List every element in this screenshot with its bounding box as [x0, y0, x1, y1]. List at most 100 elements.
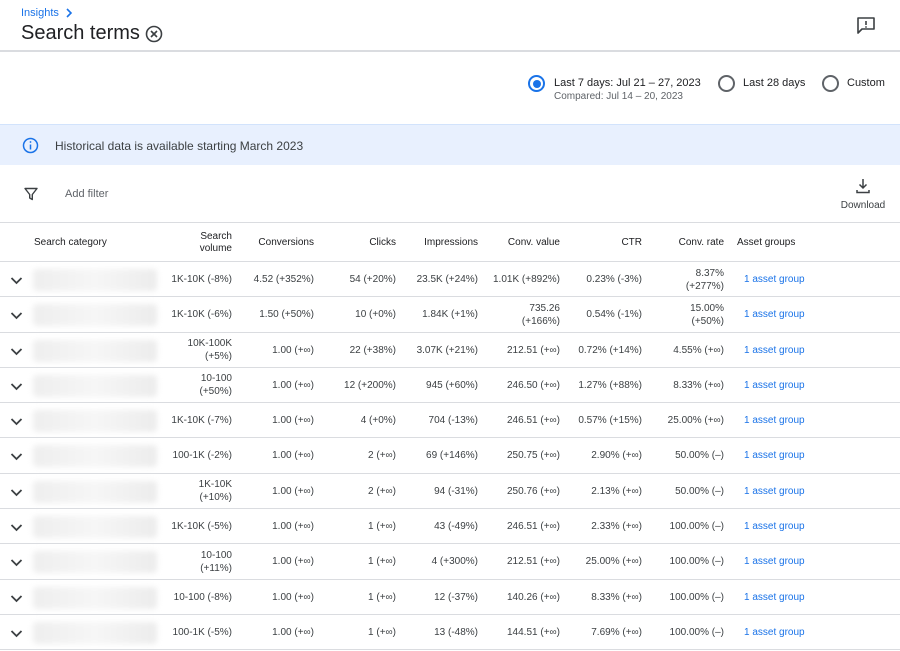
cell-conv-value: 140.26 (+∞): [484, 580, 560, 615]
chevron-down-icon[interactable]: [9, 626, 24, 641]
cell-impressions-text: 23.5K (+24%): [416, 274, 478, 285]
cell-conv-rate: 50.00% (–): [648, 438, 724, 473]
cell-impressions: 3.07K (+21%): [400, 333, 478, 368]
radio-last-7-days[interactable]: [528, 75, 545, 92]
asset-group-link[interactable]: 1 asset group: [744, 450, 805, 462]
asset-group-link[interactable]: 1 asset group: [744, 274, 805, 285]
asset-group-link[interactable]: 1 asset group: [744, 309, 805, 321]
search-category-redacted: [33, 551, 157, 574]
table-row[interactable]: 10-100 (+11%) 1.00 (+∞) 1 (+∞) 4 (+300%) 212.…: [0, 544, 900, 580]
close-circle-icon[interactable]: [145, 25, 163, 43]
download-label: Download: [840, 200, 886, 211]
cell-search-volume-text: (+10%): [199, 492, 232, 504]
download-button[interactable]: Download: [836, 178, 890, 218]
radio-last-28-days-label[interactable]: Last 28 days: [743, 77, 806, 89]
chevron-down-icon[interactable]: [9, 520, 24, 535]
col-clicks[interactable]: Clicks: [369, 237, 396, 248]
cell-impressions-text: 43 (-49%): [434, 521, 478, 533]
radio-custom[interactable]: [822, 75, 839, 92]
cell-ctr: 25.00% (+∞): [566, 544, 642, 579]
cell-clicks: 1 (+∞): [320, 509, 396, 544]
col-impressions[interactable]: Impressions: [424, 237, 478, 248]
cell-conv-value-text: 735.26: [529, 302, 560, 314]
cell-conv-rate-text: 100.00% (–): [669, 591, 724, 603]
chevron-down-icon[interactable]: [9, 449, 24, 464]
info-banner: Historical data is available starting Ma…: [0, 124, 900, 165]
cell-clicks-text: 10 (+0%): [355, 309, 396, 321]
add-filter-input[interactable]: Add filter: [65, 188, 109, 200]
cell-conversions-text: 1.00 (+∞): [272, 344, 314, 356]
cell-impressions: 94 (-31%): [400, 474, 478, 509]
asset-group-link[interactable]: 1 asset group: [744, 626, 805, 638]
col-asset-groups[interactable]: Asset groups: [737, 237, 796, 248]
chevron-down-icon[interactable]: [9, 308, 24, 323]
cell-conversions-text: 1.00 (+∞): [272, 415, 314, 427]
cell-clicks-text: 2 (+∞): [368, 450, 396, 462]
cell-impressions: 43 (-49%): [400, 509, 478, 544]
radio-last-28-days[interactable]: [718, 75, 735, 92]
radio-last-7-days-label[interactable]: Last 7 days: Jul 21 – 27, 2023: [554, 77, 701, 89]
comparison-range-text: Compared: Jul 14 – 20, 2023: [554, 91, 683, 102]
chevron-down-icon[interactable]: [9, 591, 24, 606]
table-row[interactable]: 1K-10K (-5%) 1.00 (+∞) 1 (+∞) 43 (-49%) 246.…: [0, 509, 900, 545]
cell-search-volume: 1K-10K (-7%): [160, 403, 232, 438]
table-row[interactable]: 1K-10K (-7%) 1.00 (+∞) 4 (+0%) 704 (-13%) 24…: [0, 403, 900, 439]
cell-clicks: 2 (+∞): [320, 474, 396, 509]
asset-group-link[interactable]: 1 asset group: [744, 379, 805, 391]
asset-group-link[interactable]: 1 asset group: [744, 521, 805, 533]
col-search-category[interactable]: Search category: [34, 237, 107, 248]
col-conv-value[interactable]: Conv. value: [507, 237, 560, 248]
cell-impressions-text: 704 (-13%): [428, 415, 478, 427]
breadcrumb-insights[interactable]: Insights: [21, 7, 59, 19]
table-row[interactable]: 1K-10K (-8%) 4.52 (+352%) 54 (+20%) 23.5K (…: [0, 262, 900, 298]
chevron-down-icon[interactable]: [9, 485, 24, 500]
asset-group-link[interactable]: 1 asset group: [744, 591, 805, 603]
cell-ctr-text: 2.33% (+∞): [591, 521, 642, 533]
asset-group-link[interactable]: 1 asset group: [744, 556, 805, 568]
cell-conv-rate: 8.37% (+277%): [648, 262, 724, 297]
cell-search-volume: 100-1K (-5%): [160, 615, 232, 650]
cell-search-volume-text: 1K-10K: [198, 479, 232, 491]
chevron-down-icon[interactable]: [9, 555, 24, 570]
cell-conv-value-text: 1.01K (+892%): [493, 274, 560, 285]
filter-icon[interactable]: [24, 187, 38, 201]
cell-impressions: 23.5K (+24%): [400, 262, 478, 297]
asset-group-link[interactable]: 1 asset group: [744, 415, 805, 427]
cell-conv-rate-text: 50.00% (–): [675, 450, 724, 462]
breadcrumb[interactable]: Insights: [21, 7, 75, 19]
chevron-down-icon[interactable]: [9, 344, 24, 359]
cell-conversions: 1.00 (+∞): [240, 438, 314, 473]
cell-conv-rate-text: 8.33% (+∞): [673, 379, 724, 391]
cell-conv-rate: 100.00% (–): [648, 615, 724, 650]
table-row[interactable]: 100-1K (-5%) 1.00 (+∞) 1 (+∞) 13 (-48%) 144.…: [0, 615, 900, 651]
cell-conv-value-text: 250.75 (+∞): [507, 450, 560, 462]
table-row[interactable]: 10-100 (+50%) 1.00 (+∞) 12 (+200%) 945 (+60%…: [0, 368, 900, 404]
cell-impressions: 1.84K (+1%): [400, 297, 478, 332]
banner-text: Historical data is available starting Ma…: [55, 139, 304, 153]
radio-custom-label[interactable]: Custom: [847, 77, 885, 89]
table-row[interactable]: 1K-10K (+10%) 1.00 (+∞) 2 (+∞) 94 (-31%) 250.…: [0, 474, 900, 510]
cell-ctr-text: 0.72% (+14%): [578, 344, 642, 356]
cell-search-volume-text: (+5%): [205, 351, 232, 363]
feedback-icon[interactable]: [856, 16, 876, 34]
table-row[interactable]: 10K-100K (+5%) 1.00 (+∞) 22 (+38%) 3.07K (+2…: [0, 333, 900, 368]
table-row[interactable]: 100-1K (-2%) 1.00 (+∞) 2 (+∞) 69 (+146%) 250…: [0, 438, 900, 474]
col-conv-rate[interactable]: Conv. rate: [678, 237, 724, 248]
table-row[interactable]: 10-100 (-8%) 1.00 (+∞) 1 (+∞) 12 (-37%) 140.…: [0, 580, 900, 615]
asset-group-link[interactable]: 1 asset group: [744, 344, 805, 356]
cell-conv-rate: 25.00% (+∞): [648, 403, 724, 438]
asset-group-link[interactable]: 1 asset group: [744, 485, 805, 497]
col-search-volume[interactable]: Search volume: [172, 231, 232, 255]
search-category-redacted: [33, 586, 157, 609]
cell-conversions: 4.52 (+352%): [240, 262, 314, 297]
chevron-down-icon[interactable]: [9, 273, 24, 288]
cell-conv-value-text: 212.51 (+∞): [507, 344, 560, 356]
cell-search-volume: 100-1K (-2%): [160, 438, 232, 473]
col-conversions[interactable]: Conversions: [258, 237, 314, 248]
cell-conv-value-text: 140.26 (+∞): [507, 591, 560, 603]
col-ctr[interactable]: CTR: [621, 237, 642, 248]
chevron-down-icon[interactable]: [9, 414, 24, 429]
chevron-down-icon[interactable]: [9, 379, 24, 394]
cell-search-volume: 10-100 (-8%): [160, 580, 232, 615]
table-row[interactable]: 1K-10K (-6%) 1.50 (+50%) 10 (+0%) 1.84K (+1…: [0, 297, 900, 333]
